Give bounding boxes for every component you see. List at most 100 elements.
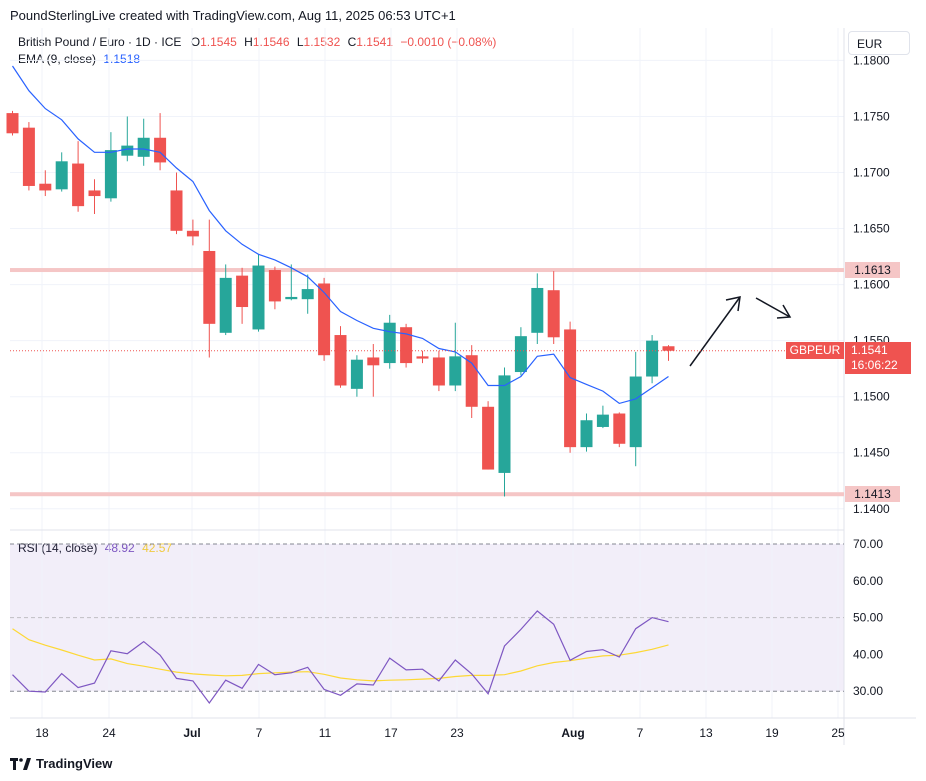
- support-price-tag: 1.1413: [845, 486, 900, 503]
- rsi-tick-label: 70.00: [853, 537, 883, 551]
- rsi-tick-label: 50.00: [853, 611, 883, 625]
- candle-body: [350, 359, 363, 389]
- horizontal-level-line: [10, 492, 844, 497]
- candle-body: [22, 127, 35, 186]
- open-value: 1.1545: [200, 35, 237, 49]
- candle-body: [531, 287, 544, 333]
- horizontal-level-line: [10, 268, 844, 273]
- time-tick-label: 13: [699, 726, 713, 740]
- candle-body: [72, 163, 85, 207]
- support-price-value: 1.1413: [854, 487, 891, 502]
- time-tick-label: 17: [384, 726, 398, 740]
- candle-body: [121, 145, 134, 156]
- change-value: −0.0010 (−0.08%): [400, 35, 497, 49]
- time-tick-label: Jul: [183, 726, 200, 740]
- symbol-legend[interactable]: British Pound / Euro · 1D · ICE O1.1545 …: [18, 35, 496, 49]
- candlesticks: [6, 110, 675, 497]
- time-tick-label: 19: [765, 726, 779, 740]
- close-label: C: [347, 35, 357, 49]
- ema-value: 1.1518: [103, 52, 141, 66]
- rsi-tick-label: 60.00: [853, 574, 883, 588]
- price-tick-label: 1.1650: [853, 222, 890, 236]
- candle-body: [268, 270, 281, 302]
- candle-body: [334, 335, 347, 386]
- low-value: 1.1532: [303, 35, 341, 49]
- candle-body: [186, 230, 199, 237]
- candle-body: [104, 150, 117, 199]
- candle-body: [498, 375, 511, 473]
- time-tick-label: 7: [256, 726, 263, 740]
- candle-body: [301, 289, 314, 300]
- high-label: H: [244, 35, 253, 49]
- candle-body: [6, 113, 19, 134]
- symbol-name: British Pound / Euro · 1D · ICE: [18, 35, 182, 49]
- candle-body: [547, 290, 560, 338]
- rsi-label: RSI (14, close): [18, 541, 98, 555]
- time-tick-label: 24: [102, 726, 116, 740]
- time-tick-label: Aug: [561, 726, 584, 740]
- drawn-arrow-up: [689, 296, 741, 367]
- candle-body: [203, 250, 216, 324]
- rsi-tick-label: 40.00: [853, 647, 883, 661]
- candle-body: [400, 327, 413, 364]
- time-tick-label: 11: [319, 726, 332, 740]
- rsi-bands: [10, 543, 844, 692]
- candle-body: [514, 336, 527, 373]
- bar-countdown: 16:06:22: [851, 357, 898, 372]
- tradingview-logo-icon: [10, 757, 31, 770]
- time-tick-label: 7: [637, 726, 644, 740]
- candle-body: [154, 137, 167, 163]
- symbol-tag-label: GBPEUR: [789, 343, 841, 358]
- rsi-value: 48.92: [104, 541, 135, 555]
- price-tick-label: 1.1750: [853, 109, 890, 123]
- candle-body: [285, 296, 298, 300]
- symbol-price-tag: GBPEUR: [786, 342, 844, 360]
- price-tick-label: 1.1800: [853, 53, 890, 67]
- candle-body: [219, 277, 232, 333]
- candle-body: [170, 190, 183, 231]
- time-tick-label: 25: [831, 726, 845, 740]
- price-tick-label: 1.1500: [853, 390, 890, 404]
- candle-body: [449, 356, 462, 386]
- low-label: L: [296, 35, 304, 49]
- tradingview-brand: TradingView: [36, 756, 113, 771]
- drawn-arrow-right: [755, 297, 792, 319]
- candle-body: [137, 137, 150, 157]
- resistance-price-tag: 1.1613: [845, 262, 900, 279]
- rsi-ma-line: [12, 628, 669, 682]
- candle-body: [580, 420, 593, 448]
- candle-body: [236, 275, 249, 308]
- candle-body: [613, 413, 626, 444]
- rsi-line: [12, 610, 669, 705]
- ema-label: EMA (9, close): [18, 52, 97, 66]
- candle-body: [432, 357, 445, 386]
- time-axis-labels: 18 24 Jul 7 11 17 23 Aug 7 13 19 25: [35, 726, 845, 740]
- rsi-tick-label: 30.00: [853, 684, 883, 698]
- price-tick-label: 1.1700: [853, 166, 890, 180]
- close-value: 1.1541: [356, 35, 393, 49]
- price-tick-label: 1.1450: [853, 446, 890, 460]
- ema-legend[interactable]: EMA (9, close) 1.1518: [18, 52, 140, 66]
- candle-body: [367, 357, 380, 366]
- high-value: 1.1546: [252, 35, 290, 49]
- candle-body: [629, 376, 642, 448]
- resistance-price-value: 1.1613: [854, 263, 891, 278]
- price-tick-label: 1.1400: [853, 502, 890, 516]
- candle-body: [596, 414, 609, 427]
- time-tick-label: 23: [450, 726, 464, 740]
- time-tick-label: 18: [35, 726, 49, 740]
- tradingview-logo[interactable]: TradingView: [10, 756, 112, 771]
- candle-body: [252, 265, 265, 330]
- candle-body: [88, 190, 101, 197]
- candle-body: [662, 346, 675, 351]
- candle-body: [646, 340, 659, 377]
- candle-body: [383, 322, 396, 364]
- candle-body: [482, 406, 495, 470]
- last-price-value: 1.1541: [851, 342, 888, 357]
- horizontal-levels: [10, 268, 844, 497]
- last-price-tag: 1.1541 16:06:22: [845, 341, 911, 374]
- open-label: O: [190, 35, 201, 49]
- currency-button[interactable]: EUR: [848, 31, 910, 55]
- candle-body: [55, 161, 68, 190]
